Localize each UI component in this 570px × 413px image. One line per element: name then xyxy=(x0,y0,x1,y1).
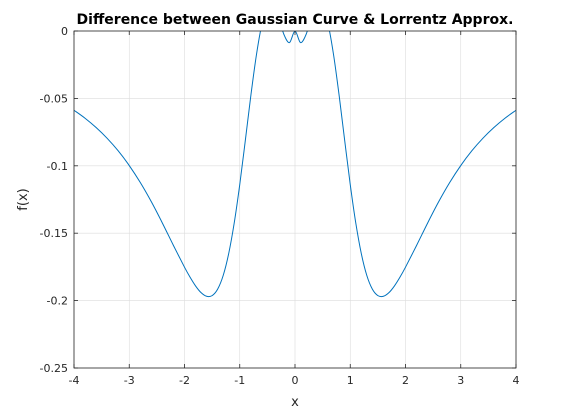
x-tick-label: 3 xyxy=(457,374,464,387)
y-tick-label: -0.1 xyxy=(47,160,68,173)
x-tick-label: 4 xyxy=(513,374,520,387)
y-tick-label: -0.25 xyxy=(40,362,68,375)
y-axis-label: f(x) xyxy=(16,188,31,210)
x-tick-label: -1 xyxy=(234,374,245,387)
x-tick-label: -3 xyxy=(124,374,135,387)
x-tick-label: 2 xyxy=(402,374,409,387)
y-tick-label: -0.15 xyxy=(40,227,68,240)
y-tick-label: -0.2 xyxy=(47,295,68,308)
x-tick-label: 1 xyxy=(347,374,354,387)
chart-title: Difference between Gaussian Curve & Lorr… xyxy=(77,12,514,28)
x-axis-label: x xyxy=(291,395,299,410)
x-tick-label: 0 xyxy=(292,374,299,387)
x-tick-label: -4 xyxy=(69,374,80,387)
y-tick-label: 0 xyxy=(61,25,68,38)
x-tick-label: -2 xyxy=(179,374,190,387)
y-tick-label: -0.05 xyxy=(40,92,68,105)
